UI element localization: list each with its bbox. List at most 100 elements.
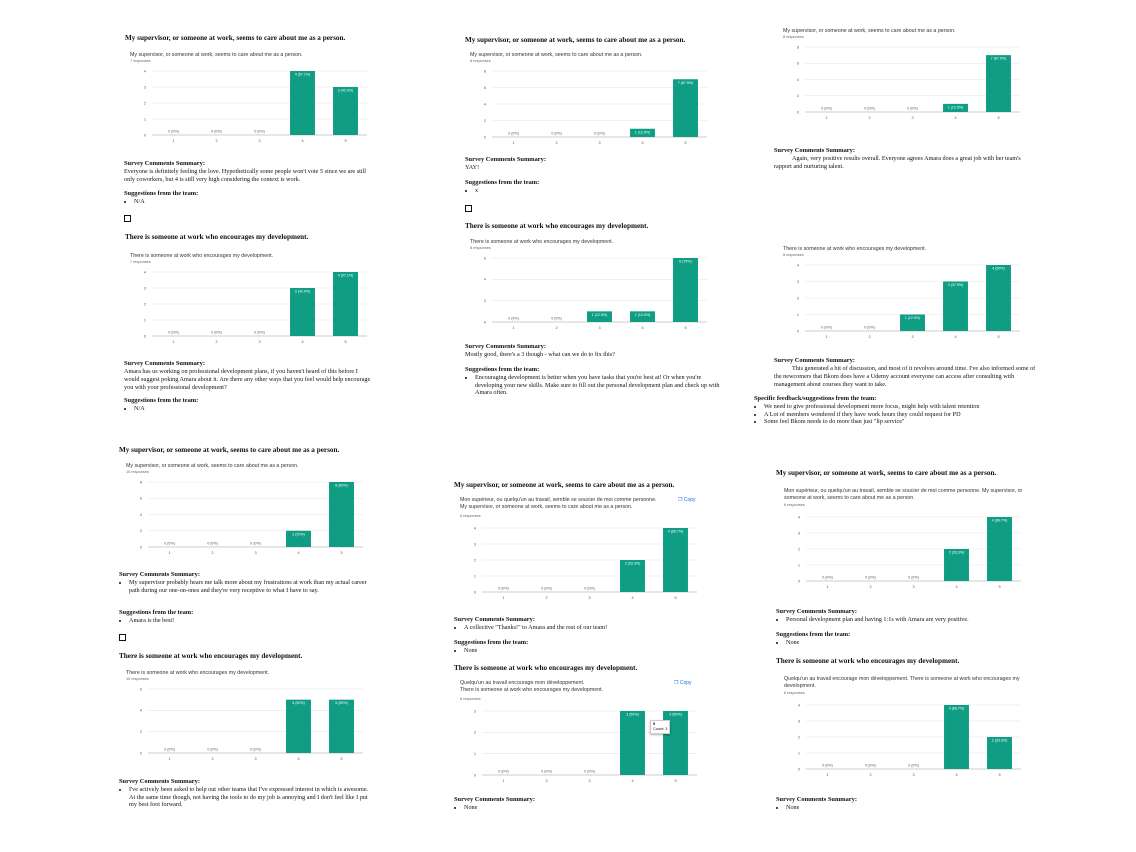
bar: [944, 549, 969, 581]
bar-chart: 0 1 2 3 4 0 (0%) 1 0 (0%) 2 0 (0%) 3 2 (33.3%) 4 4 (6…: [798, 515, 1021, 589]
comment-item: My supervisor probably hears me talk mor…: [129, 579, 374, 594]
bar-value-label: 3 (37.5%): [948, 283, 964, 287]
bar-value-label: 0 (0%): [584, 587, 595, 591]
bar-value-label: 3 (50%): [669, 713, 682, 717]
x-tick-label: 5: [997, 116, 999, 120]
suggestions-label: Suggestions from the team:: [776, 631, 851, 638]
bar-value-label: 0 (0%): [168, 331, 179, 335]
bar-value-label: 0 (0%): [865, 576, 876, 580]
bar-value-label: 5 (50%): [335, 701, 348, 705]
chart-card: There is someone at work who encourages …: [783, 246, 1028, 343]
x-tick-label: 4: [641, 326, 643, 330]
y-tick-label: 1: [144, 117, 146, 121]
y-tick-label: 8: [484, 69, 486, 73]
bar-value-label: 1 (12.5%): [948, 105, 964, 109]
chart-card: There is someone at work who encourages …: [470, 239, 715, 334]
suggestion-item: Amara is the best!: [129, 617, 374, 625]
bar-value-label: 4 (57.1%): [295, 73, 311, 77]
y-tick-label: 2: [144, 101, 146, 105]
bar: [620, 560, 645, 592]
y-tick-label: 3: [474, 542, 476, 546]
x-tick-label: 1: [502, 596, 504, 600]
x-tick-label: 2: [868, 335, 870, 339]
bar-value-label: 0 (0%): [250, 748, 261, 752]
comments-label: Survey Comments Summary:: [124, 160, 205, 167]
comment-text: Amara has us working on professional dev…: [124, 368, 371, 391]
suggestion-item: Encouraging development is better when y…: [475, 374, 730, 397]
bar-value-label: 0 (0%): [821, 326, 832, 330]
question-heading: My supervisor, or someone at work, seems…: [465, 36, 686, 44]
x-tick-label: 5: [674, 779, 676, 783]
comments-label: Survey Comments Summary:: [119, 571, 200, 578]
x-tick-label: 1: [502, 779, 504, 783]
checkbox[interactable]: [124, 215, 131, 222]
x-tick-label: 3: [258, 340, 260, 344]
chart-title: Quelqu'un au travail encourage mon dével…: [784, 676, 1020, 689]
y-tick-label: 2: [474, 558, 476, 562]
x-tick-label: 4: [954, 335, 956, 339]
y-tick-label: 1: [798, 563, 800, 567]
bar-value-label: 0 (0%): [864, 326, 875, 330]
bar-value-label: 8 (80%): [335, 484, 348, 488]
copy-button[interactable]: ❐ Copy: [674, 680, 692, 686]
y-tick-label: 3: [798, 531, 800, 535]
response-count: 6 responses: [460, 697, 481, 701]
bar-value-label: 0 (0%): [551, 317, 562, 321]
bar-value-label: 0 (0%): [211, 130, 222, 134]
bar-chart: 0 1 2 3 4 0 (0%) 1 0 (0%) 2 0 (0%) 3 4 (57.1%) 4 3 (4…: [144, 69, 367, 143]
y-tick-label: 2: [484, 299, 486, 303]
y-tick-label: 8: [140, 480, 142, 484]
feedback-item: We need to give professional development…: [764, 403, 1039, 411]
comments-label: Survey Comments Summary:: [774, 357, 855, 364]
x-tick-label: 1: [512, 326, 514, 330]
y-tick-label: 0: [797, 329, 799, 333]
suggestions-section: Suggestions from the team: Encouraging d…: [465, 366, 730, 397]
x-tick-label: 1: [168, 757, 170, 761]
suggestion-item: None: [786, 639, 1031, 647]
chart-card: There is someone at work who encourages …: [126, 670, 371, 765]
chart-card: Mon supérieur, ou quelqu'un au travail, …: [784, 488, 1029, 595]
checkbox[interactable]: [465, 205, 472, 212]
bar: [986, 55, 1011, 112]
chart-title-en: My supervisor, or someone at work, seems…: [460, 504, 633, 510]
x-tick-label: 4: [631, 596, 633, 600]
bar-value-label: 0 (0%): [551, 132, 562, 136]
copy-button[interactable]: ❐ Copy: [678, 497, 696, 503]
tooltip-label: Count: 3: [653, 727, 668, 731]
bar-value-label: 7 (87.5%): [991, 57, 1007, 61]
bar-chart: 0 2 4 6 8 0 (0%) 1 0 (0%) 2 0 (0%) 3 1 (12.5%) 4 7 (8…: [484, 69, 707, 145]
x-tick-label: 4: [631, 779, 633, 783]
chart-title: My supervisor, or someone at work, seems…: [126, 463, 299, 469]
comment-text: Everyone is definitely feeling the love.…: [124, 168, 367, 183]
question-heading: My supervisor, or someone at work, seems…: [125, 34, 346, 42]
suggestion-item: x: [475, 187, 715, 195]
suggestions-section: Suggestions from the team: None: [776, 631, 1031, 647]
bar-value-label: 4 (66.7%): [949, 707, 965, 711]
comment-item: A collective "Thanks!" to Amara and the …: [464, 624, 709, 632]
x-tick-label: 4: [301, 340, 303, 344]
bar-value-label: 0 (0%): [508, 317, 519, 321]
y-tick-label: 0: [144, 133, 146, 137]
bar-value-label: 1 (12.5%): [905, 316, 921, 320]
chart-card: My supervisor, or someone at work, seems…: [470, 52, 715, 150]
y-tick-label: 4: [484, 102, 486, 106]
checkbox[interactable]: [119, 634, 126, 641]
bar-value-label: 2 (33.3%): [949, 551, 965, 555]
x-tick-label: 1: [826, 585, 828, 589]
chart-title: Quelqu'un au travail encourage mon dével…: [460, 680, 585, 686]
y-tick-label: 0: [144, 334, 146, 338]
question-heading: There is someone at work who encourages …: [454, 664, 638, 672]
y-tick-label: 4: [474, 526, 476, 530]
bar: [986, 265, 1011, 331]
bar-value-label: 3 (42.9%): [338, 89, 354, 93]
y-tick-label: 0: [474, 590, 476, 594]
y-tick-label: 6: [484, 256, 486, 260]
comment-item: Personal development plan and having 1:1…: [786, 616, 1031, 624]
bar: [943, 103, 968, 112]
bar-chart: 0 1 2 3 4 0 (0%) 1 0 (0%) 2 1 (12.5%) 3 3 (37.5%) 4 4…: [797, 263, 1020, 339]
bar: [943, 281, 968, 331]
x-tick-label: 1: [825, 116, 827, 120]
chart-title: There is someone at work who encourages …: [783, 246, 927, 252]
suggestion-item: N/A: [134, 198, 374, 206]
bar: [329, 699, 354, 753]
